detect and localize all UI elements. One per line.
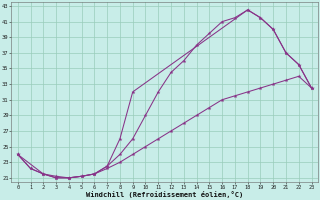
X-axis label: Windchill (Refroidissement éolien,°C): Windchill (Refroidissement éolien,°C) [86, 191, 243, 198]
